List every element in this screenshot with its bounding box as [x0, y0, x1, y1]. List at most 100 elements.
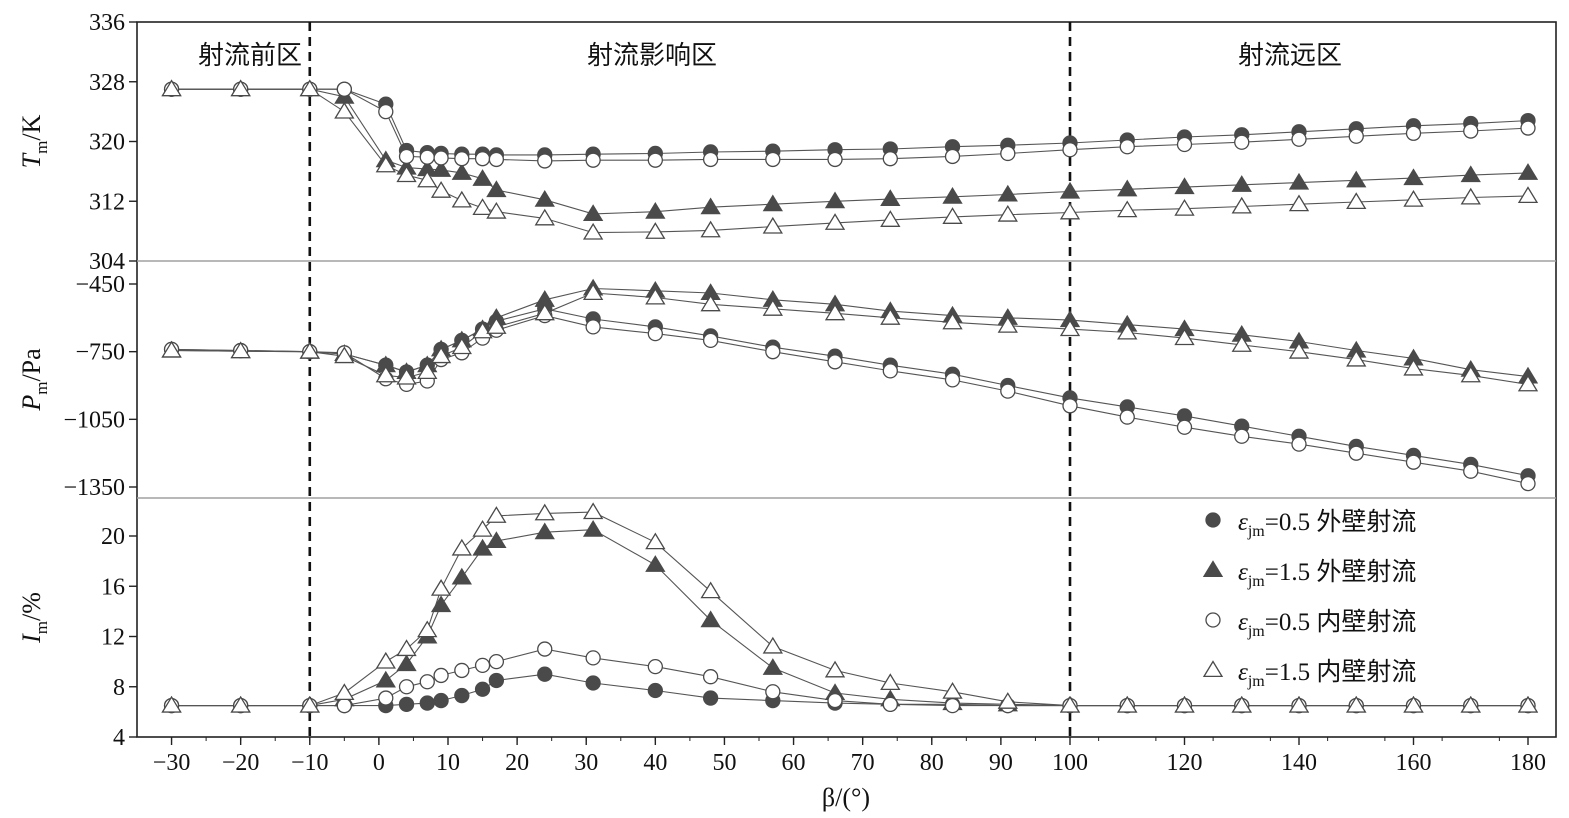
data-point	[1059, 202, 1081, 220]
data-point	[765, 151, 781, 168]
data-point	[398, 148, 415, 165]
data-point	[645, 532, 666, 550]
data-point	[454, 151, 470, 167]
series-points-P-4	[161, 283, 1539, 392]
data-point	[1403, 190, 1424, 207]
data-point	[1176, 419, 1193, 435]
data-point	[702, 332, 719, 349]
data-point	[1517, 695, 1539, 713]
data-point	[430, 160, 452, 177]
data-point	[1460, 165, 1481, 183]
data-point	[375, 155, 396, 173]
data-point	[997, 184, 1018, 202]
data-point	[1403, 168, 1424, 186]
data-point	[942, 312, 963, 330]
data-point	[1117, 322, 1138, 340]
data-point	[534, 522, 555, 540]
legend-marker	[1202, 660, 1224, 678]
data-point	[1460, 187, 1481, 205]
data-point	[647, 682, 663, 699]
data-point	[1176, 136, 1193, 153]
data-point	[396, 367, 417, 385]
data-point	[944, 148, 961, 165]
data-point	[942, 207, 963, 224]
data-point	[430, 595, 452, 613]
y-tick-label-I: 16	[101, 574, 125, 600]
y-tick-label-T: 312	[89, 189, 125, 215]
data-point	[997, 692, 1018, 709]
data-point	[824, 191, 846, 209]
data-point	[700, 220, 721, 238]
data-point	[1231, 196, 1252, 214]
data-point	[230, 79, 251, 97]
data-point	[1517, 186, 1539, 204]
data-point	[472, 169, 493, 186]
legend-label: εjm=1.5 外壁射流	[1238, 558, 1416, 590]
data-point	[944, 372, 961, 388]
data-point	[702, 669, 719, 685]
data-point	[880, 210, 901, 227]
series-line	[171, 88, 1529, 156]
data-point	[299, 79, 320, 97]
data-point	[997, 315, 1018, 333]
y-tick-label-I: 12	[101, 625, 125, 651]
data-point	[1288, 194, 1310, 212]
data-point	[702, 690, 719, 706]
series-line	[171, 292, 1529, 385]
data-point	[700, 197, 721, 215]
legend-marker	[1205, 512, 1221, 528]
data-point	[1463, 123, 1479, 139]
data-point	[1348, 128, 1364, 144]
x-tick-label: 40	[643, 750, 667, 776]
data-point	[1460, 365, 1481, 383]
data-point	[1000, 383, 1016, 399]
data-point	[433, 692, 449, 709]
data-point	[419, 149, 435, 165]
data-point	[582, 222, 604, 240]
data-point	[762, 194, 783, 212]
y-tick-label-T: 304	[89, 249, 125, 275]
data-point	[1403, 695, 1424, 713]
data-point	[585, 152, 601, 168]
data-point	[645, 201, 666, 219]
data-point	[451, 337, 472, 355]
svg-text:Tm/K: Tm/K	[17, 114, 51, 168]
data-point	[1231, 175, 1252, 192]
data-point	[1463, 463, 1479, 479]
data-point	[486, 317, 507, 334]
y-tick-label-T: 336	[89, 10, 125, 36]
data-point	[472, 519, 493, 537]
data-point	[472, 198, 493, 215]
x-tick-label: 100	[1052, 750, 1088, 776]
data-point	[488, 151, 505, 168]
data-point	[582, 502, 604, 520]
x-tick-label: 0	[373, 750, 385, 776]
x-tick-label: 160	[1396, 750, 1432, 776]
data-point	[880, 189, 901, 207]
series-points-T-3	[163, 81, 1536, 169]
region-label-3: 射流远区	[1238, 41, 1342, 71]
y-tick-label-I: 4	[113, 725, 125, 751]
x-tick-label: 80	[920, 750, 944, 776]
data-point	[645, 222, 666, 239]
data-point	[1117, 695, 1138, 713]
data-point	[486, 180, 507, 198]
legend-marker	[1202, 560, 1224, 578]
data-point	[944, 697, 961, 714]
data-point	[1062, 398, 1078, 414]
data-point	[582, 283, 604, 301]
data-point	[1346, 170, 1367, 188]
data-point	[1119, 409, 1135, 425]
data-point	[378, 103, 394, 120]
data-point	[474, 681, 491, 697]
data-point	[454, 687, 470, 704]
data-point	[419, 674, 435, 690]
data-point	[398, 696, 415, 712]
series-points-T-4	[161, 79, 1539, 240]
data-point	[451, 190, 472, 208]
data-point	[1062, 142, 1078, 158]
data-point	[430, 181, 452, 198]
x-tick-label: 140	[1281, 750, 1317, 776]
data-point	[472, 321, 493, 339]
data-point	[1517, 163, 1539, 180]
